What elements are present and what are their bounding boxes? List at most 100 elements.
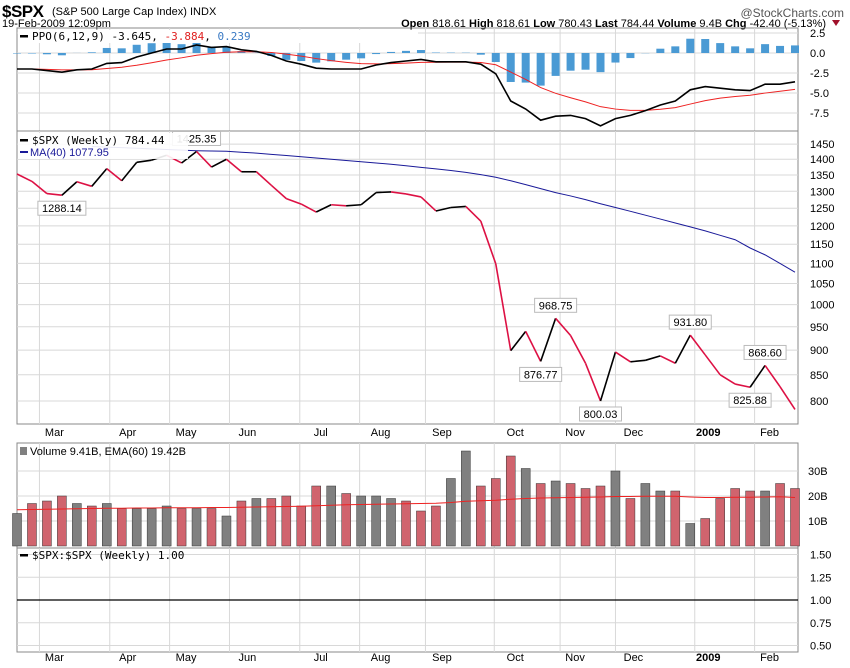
ppo-legend: PPO(6,12,9) -3.645, -3.884, 0.239 <box>32 30 251 43</box>
ppo-histogram-bar <box>102 47 111 53</box>
volume-bar <box>535 483 546 547</box>
ppo-axis-tick: 2.5 <box>810 28 825 40</box>
price-segment <box>46 192 62 197</box>
price-segment <box>599 351 617 402</box>
price-annotation: 931.80 <box>673 317 707 329</box>
ratio-axis-tick: 0.50 <box>810 641 831 653</box>
ppo-histogram-bar <box>521 53 530 83</box>
x-axis-month: Sep <box>432 427 452 439</box>
ppo-histogram-bar <box>761 44 770 53</box>
price-segment <box>360 191 377 206</box>
ppo-histogram-bar <box>282 53 291 60</box>
ppo-histogram-bar <box>551 53 560 76</box>
volume-label: Volume <box>657 18 697 30</box>
x-axis-month: Sep <box>432 652 452 664</box>
ppo-histogram-bar <box>416 50 425 53</box>
price-segment <box>225 158 242 173</box>
volume-bar <box>461 450 471 547</box>
x-axis-month: Oct <box>507 427 524 439</box>
price-annotation-box <box>519 366 563 382</box>
price-segment <box>734 383 751 389</box>
x-axis-month: Dec <box>624 427 644 439</box>
price-segment <box>121 161 138 182</box>
ppo-histogram-bar <box>596 53 605 73</box>
ppo-histogram-bar <box>776 45 785 53</box>
volume-bar <box>730 488 740 547</box>
volume-bar <box>42 500 52 547</box>
price-segment <box>255 171 272 186</box>
ppo-histogram-bar <box>491 53 500 63</box>
high-label: High <box>469 18 494 30</box>
ppo-axis-tick: -7.5 <box>810 108 829 120</box>
price-segment <box>494 263 512 351</box>
volume-bar <box>236 500 247 547</box>
ppo-signal-line <box>17 51 796 111</box>
price-annotation: 968.75 <box>539 300 573 312</box>
volume-bar <box>476 485 486 547</box>
price-annotation: 800.03 <box>584 409 618 421</box>
volume-bar <box>146 508 157 547</box>
change-value: -42.40 (-5.13%) <box>749 18 826 30</box>
volume-bar <box>416 510 426 547</box>
ppo-histogram-bar <box>132 44 141 53</box>
volume-bar <box>326 485 336 547</box>
legend-swatch <box>20 447 27 455</box>
panel-frame <box>16 27 799 132</box>
price-annotation-box <box>743 344 787 360</box>
ppo-histogram-bar <box>27 53 36 54</box>
ratio-axis-tick: 1.50 <box>810 550 831 562</box>
volume-bar <box>281 495 292 547</box>
price-annotation-box <box>668 314 712 330</box>
legend-swatch <box>20 35 28 38</box>
volume-bar <box>790 488 800 547</box>
price-annotation: 825.88 <box>733 395 767 407</box>
volume-bar <box>640 483 651 547</box>
price-segment <box>569 335 587 364</box>
legend-swatch <box>20 139 28 142</box>
low-value: 780.43 <box>558 18 592 30</box>
volume-ema-line <box>16 495 796 511</box>
x-axis-month: Nov <box>565 427 585 439</box>
x-axis-month: Jun <box>239 652 257 664</box>
volume-bar <box>161 505 172 547</box>
price-segment <box>346 203 362 207</box>
ppo-histogram-bar <box>13 53 21 54</box>
volume-bar <box>775 483 785 547</box>
price-segment <box>689 334 706 356</box>
ppo-histogram-bar <box>342 53 351 60</box>
price-segment <box>136 159 152 164</box>
price-segment <box>420 196 437 212</box>
volume-bar <box>102 503 112 547</box>
volume-bar <box>87 505 97 547</box>
price-segment <box>450 205 466 209</box>
ppo-histogram-bar <box>701 39 710 53</box>
volume-bar <box>715 498 725 547</box>
price-segment <box>704 354 721 376</box>
last-value: 784.44 <box>620 18 655 30</box>
ppo-histogram-bar <box>731 46 740 53</box>
ppo-histogram-bar <box>222 47 231 53</box>
price-axis-tick: 1150 <box>810 239 834 251</box>
price-segment <box>16 173 33 183</box>
x-axis-month: Aug <box>371 427 391 439</box>
ppo-legend-part: , <box>151 30 164 43</box>
volume-value: 9.4B <box>699 18 723 30</box>
volume-bar <box>670 490 681 547</box>
price-segment <box>480 220 497 265</box>
volume-bar <box>311 485 321 547</box>
ppo-histogram-bar <box>671 46 680 53</box>
brand-logo[interactable]: @StockCharts.com <box>740 6 844 20</box>
price-segment <box>645 355 661 362</box>
price-axis-tick: 1050 <box>810 279 834 291</box>
x-axis-month: 2009 <box>696 652 720 664</box>
price-segment <box>300 203 317 213</box>
quote-summary: Open 818.61 High 818.61 Low 780.43 Last … <box>401 18 826 30</box>
volume-bar <box>191 508 202 547</box>
volume-bar <box>401 500 411 547</box>
x-axis-month: May <box>176 652 197 664</box>
x-axis-month: Dec <box>624 652 644 664</box>
x-axis-month: Jun <box>239 427 257 439</box>
price-segment <box>555 317 572 337</box>
